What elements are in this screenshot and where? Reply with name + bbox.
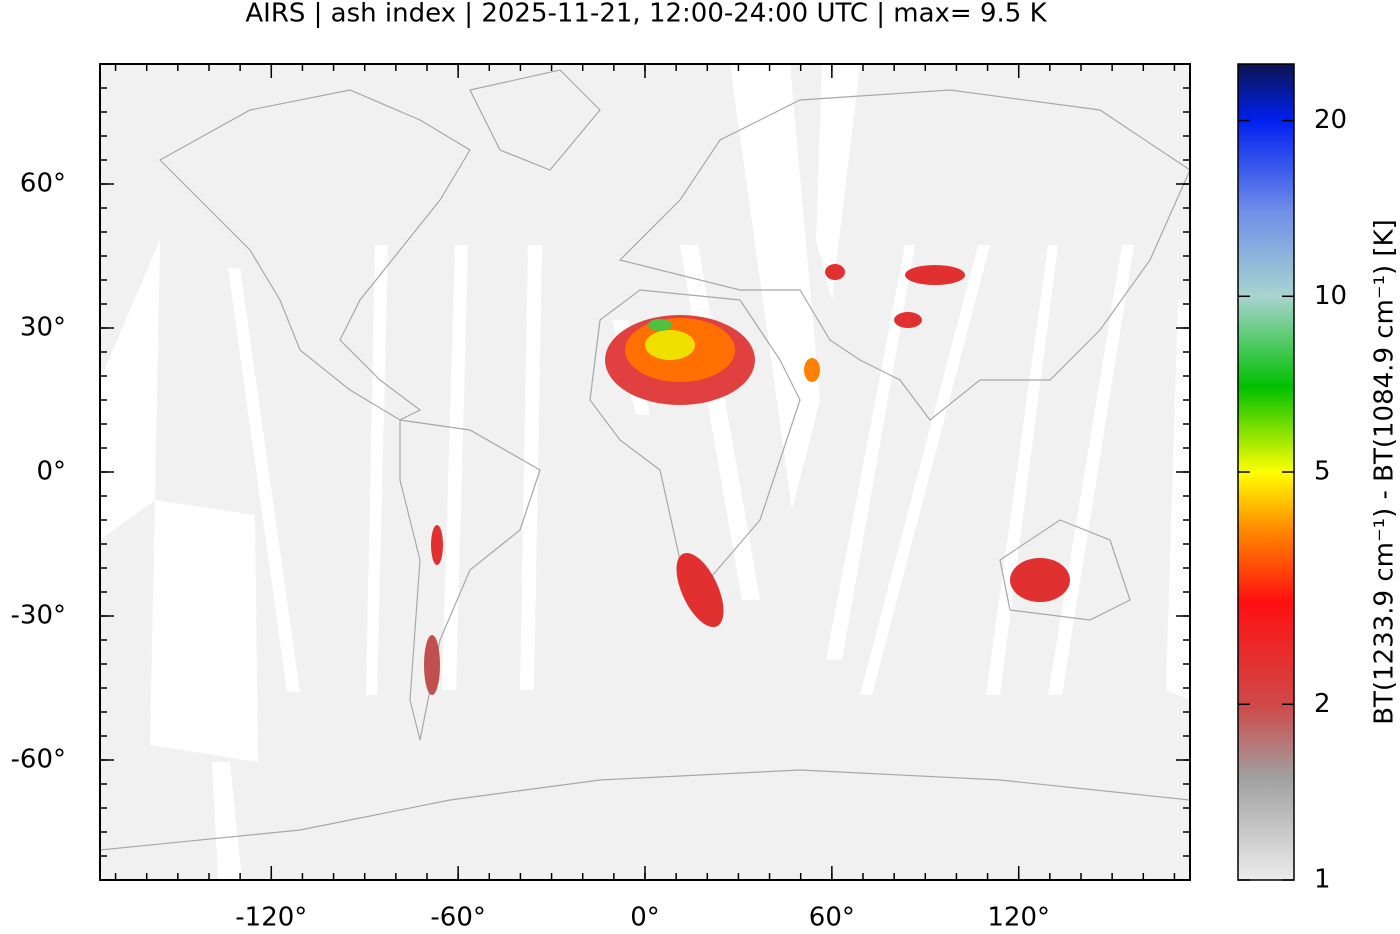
colorbar-tick-label: 10 (1314, 281, 1347, 311)
ash-signal (424, 264, 1070, 695)
colorbar-label: BT(1233.9 cm⁻¹) - BT(1084.9 cm⁻¹) [K] (1370, 219, 1400, 725)
x-tick-label: 120° (987, 903, 1050, 931)
map (100, 64, 1190, 880)
y-tick-label: 0° (36, 457, 66, 487)
x-tick-label: 0° (630, 903, 660, 931)
colorbar-tick-label: 2 (1314, 689, 1331, 719)
map-background (100, 64, 1190, 880)
x-tick-label: -120° (235, 903, 307, 931)
chart-title: AIRS | ash index | 2025-11-21, 12:00-24:… (245, 0, 1047, 29)
colorbar-tick-label: 5 (1314, 457, 1331, 487)
y-tick-label: -60° (11, 745, 66, 775)
x-tick-label: 60° (809, 903, 855, 931)
colorbar-tick-label: 1 (1314, 865, 1331, 895)
axes: -120° -60° 0° 60° 120° -60° -30° 0° 30° 60° (11, 63, 1190, 933)
coastlines (100, 69, 1190, 851)
x-tick-label: -60° (430, 903, 485, 931)
colorbar-tick-label: 20 (1314, 105, 1347, 135)
y-tick-label: 60° (20, 169, 66, 199)
y-tick-label: -30° (11, 601, 66, 631)
y-tick-label: 30° (20, 313, 66, 343)
